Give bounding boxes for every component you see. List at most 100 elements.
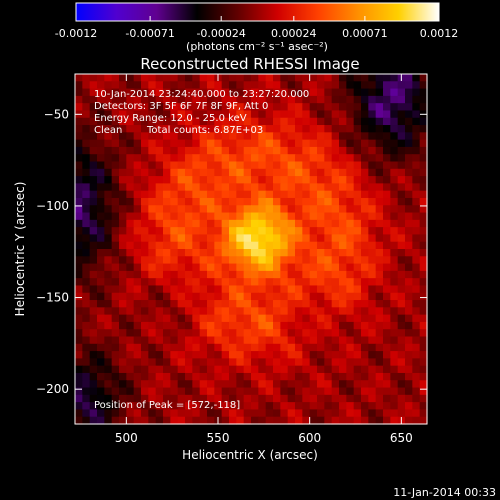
heatmap-cell [251,103,259,112]
heatmap-cell [207,380,215,389]
heatmap-cell [309,292,318,301]
heatmap-cell [192,365,201,374]
heatmap-cell [214,183,223,192]
heatmap-cell [82,125,91,133]
heatmap-cell [126,329,135,338]
heatmap-cell [243,205,252,214]
heatmap-cell [229,343,237,352]
heatmap-cell [243,285,252,294]
heatmap-cell [368,358,377,367]
heatmap-cell [221,168,230,177]
heatmap-cell [229,314,237,323]
heatmap-cell [163,394,171,403]
heatmap-cell [141,190,149,199]
heatmap-cell [221,154,230,163]
heatmap-cell [141,125,149,133]
heatmap-cell [339,336,347,345]
heatmap-cell [214,292,223,301]
heatmap-cell [375,380,384,389]
heatmap-cell [287,103,296,112]
heatmap-cell [207,314,215,323]
heatmap-cell [339,146,347,155]
heatmap-cell [148,241,157,250]
y-tick-label: −50 [44,107,69,121]
heatmap-cell [111,300,120,308]
heatmap-cell [280,292,289,301]
heatmap-cell [163,227,171,236]
heatmap-cell [133,263,142,272]
heatmap-cell [177,95,186,104]
heatmap-cell [375,300,384,308]
heatmap-cell [133,146,142,155]
heatmap-cell [331,249,340,257]
heatmap-cell [111,321,120,330]
heatmap-cell [280,132,289,141]
heatmap-cell [163,241,171,250]
heatmap-cell [126,234,135,243]
heatmap-cell [163,205,171,214]
heatmap-cell [405,285,413,294]
heatmap-cell [317,219,325,228]
heatmap-cell [346,409,355,418]
heatmap-cell [119,110,127,119]
heatmap-cell [280,176,289,184]
heatmap-cell [317,380,325,389]
heatmap-cell [368,314,377,323]
heatmap-cell [295,416,303,425]
heatmap-cell [141,212,149,221]
heatmap-cell [287,249,296,257]
heatmap-cell [280,146,289,155]
heatmap-cell [405,95,413,104]
heatmap-cell [383,256,391,265]
heatmap-cell [273,329,281,338]
heatmap-cell [405,387,413,396]
heatmap-cell [170,183,179,192]
heatmap-cell [331,329,340,338]
heatmap-cell [375,278,384,287]
heatmap-cell [309,139,318,148]
heatmap-cell [141,81,149,90]
heatmap-cell [258,402,267,411]
heatmap-cell [368,285,377,294]
heatmap-cell [280,74,289,82]
heatmap-cell [126,365,135,374]
heatmap-cell [170,139,179,148]
heatmap-cell [353,146,362,155]
heatmap-cell [317,263,325,272]
heatmap-cell [405,300,413,308]
heatmap-cell [192,336,201,345]
heatmap-cell [375,103,384,112]
heatmap-cell [390,336,399,345]
heatmap-cell [287,300,296,308]
heatmap-cell [397,219,406,228]
heatmap-cell [155,241,164,250]
heatmap-cell [192,190,201,199]
heatmap-cell [148,154,157,163]
heatmap-cell [383,387,391,396]
heatmap-cell [82,307,91,316]
heatmap-cell [97,285,105,294]
heatmap-cell [317,270,325,279]
heatmap-cell [82,270,91,279]
heatmap-cell [111,183,120,192]
heatmap-cell [133,416,142,425]
heatmap-cell [339,256,347,265]
heatmap-cell [331,110,340,119]
heatmap-cell [89,88,98,97]
heatmap-cell [339,154,347,163]
heatmap-cell [405,197,413,206]
heatmap-cell [375,125,384,133]
heatmap-cell [397,270,406,279]
heatmap-cell [89,365,98,374]
heatmap-cell [185,416,193,425]
heatmap-cell [397,343,406,352]
heatmap-cell [405,168,413,177]
heatmap-cell [155,321,164,330]
heatmap-cell [346,372,355,381]
heatmap-cell [119,329,127,338]
heatmap-cell [155,343,164,352]
heatmap-cell [287,307,296,316]
heatmap-cell [302,205,311,214]
heatmap-cell [353,329,362,338]
heatmap-cell [273,154,281,163]
